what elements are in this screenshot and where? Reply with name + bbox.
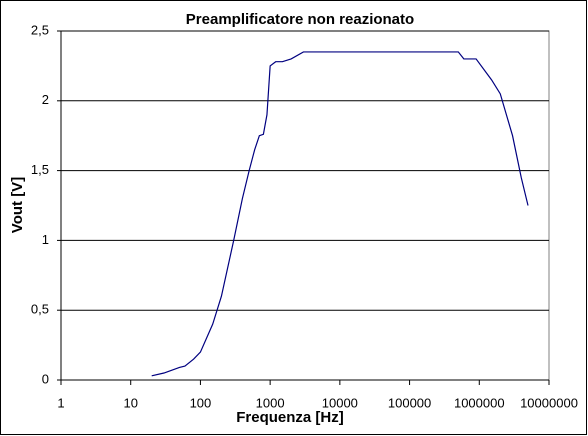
data-line bbox=[151, 51, 529, 377]
x-tick-label: 1000 bbox=[256, 395, 285, 410]
y-tick-label: 0 bbox=[42, 371, 49, 386]
y-tick-label: 2,5 bbox=[31, 22, 49, 37]
y-tick-label: 2 bbox=[42, 92, 49, 107]
x-tick-label: 100 bbox=[190, 395, 212, 410]
y-tick-label: 1,5 bbox=[31, 162, 49, 177]
x-tick-label: 1 bbox=[57, 395, 64, 410]
y-tick-label: 1 bbox=[42, 232, 49, 247]
x-axis-title: Frequenza [Hz] bbox=[236, 409, 344, 426]
x-tick-label: 10000000 bbox=[520, 395, 578, 410]
y-axis-title: Vout [V] bbox=[9, 177, 26, 233]
y-tick-label: 0,5 bbox=[31, 302, 49, 317]
plot-area bbox=[60, 30, 550, 381]
x-tick-label: 10000 bbox=[322, 395, 358, 410]
x-tick-label: 10 bbox=[123, 395, 137, 410]
chart-title: Preamplificatore non reazionato bbox=[186, 11, 414, 28]
x-tick-label: 1000000 bbox=[454, 395, 505, 410]
x-tick-label: 100000 bbox=[388, 395, 431, 410]
